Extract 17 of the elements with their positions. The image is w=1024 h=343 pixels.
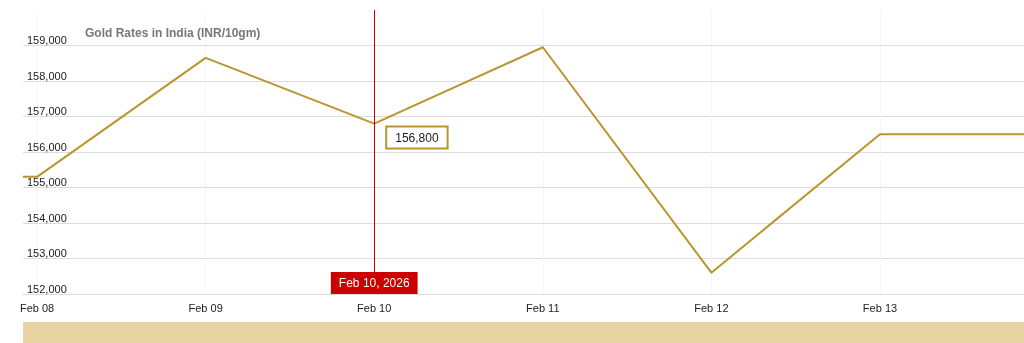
x-tick-label: Feb 13 bbox=[862, 301, 898, 314]
x-tick-label: Feb 11 bbox=[526, 301, 560, 314]
x-tick-label: Feb 08 bbox=[19, 301, 55, 314]
x-tick-label: Feb 09 bbox=[188, 301, 223, 314]
y-tick-label: 158,000 bbox=[27, 69, 67, 82]
y-tick-label: 159,000 bbox=[27, 34, 67, 46]
y-tick-label: 153,000 bbox=[27, 247, 67, 259]
x-tick-label: Feb 12 bbox=[694, 301, 729, 314]
y-tick-label: 156,000 bbox=[27, 140, 67, 153]
text: Gold Rates in India (INR/10gm) bbox=[85, 26, 261, 40]
ref-line-label: Feb 10, 2026 bbox=[338, 276, 410, 290]
y-tick-label: 155,000 bbox=[27, 176, 67, 188]
y-tick-label: 152,000 bbox=[27, 282, 67, 295]
x-tick-label: Feb 10 bbox=[357, 301, 392, 314]
y-tick-label: 154,000 bbox=[27, 211, 67, 224]
annotation: 156,800 bbox=[395, 130, 439, 145]
y-tick-label: 157,000 bbox=[27, 105, 67, 117]
